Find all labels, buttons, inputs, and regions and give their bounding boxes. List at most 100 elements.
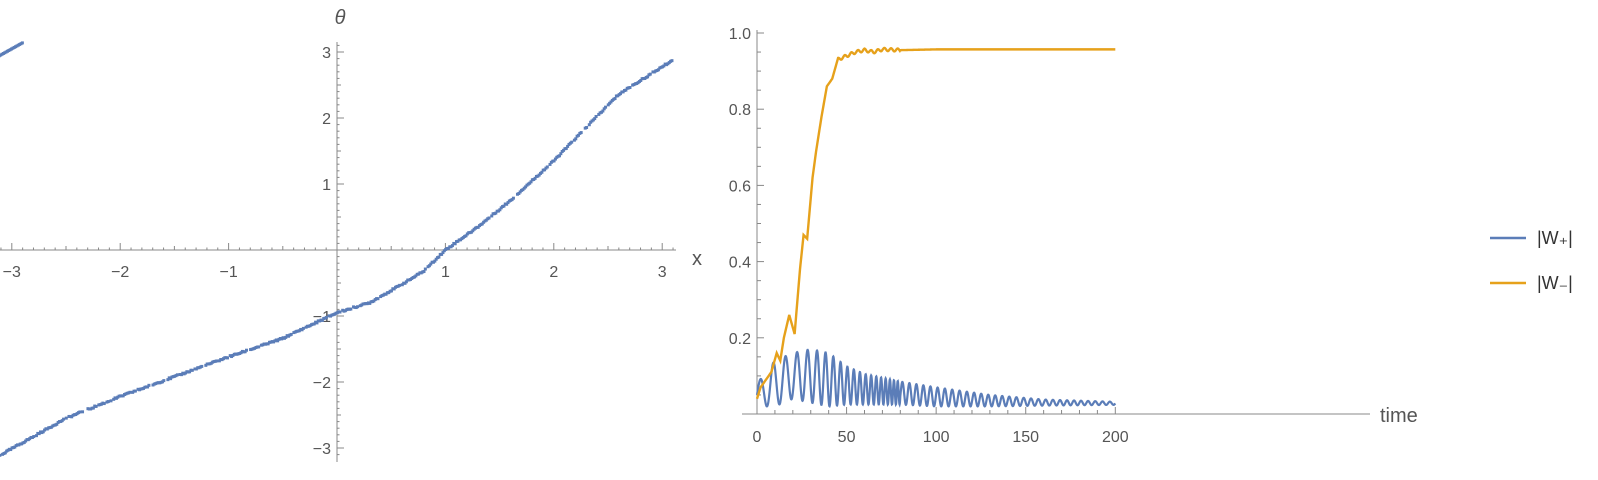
scatter-point — [502, 204, 506, 208]
scatter-point — [613, 97, 617, 101]
scatter-point — [162, 379, 166, 383]
scatter-point — [37, 432, 41, 436]
scatter-point — [506, 201, 510, 205]
scatter-point — [315, 321, 319, 325]
y-tick-label: 0.8 — [729, 102, 751, 119]
scatter-point — [564, 146, 568, 150]
scatter-point — [3, 451, 7, 455]
y-tick-label: 0.2 — [729, 331, 751, 348]
scatter-point — [639, 78, 643, 82]
scatter-point — [368, 301, 372, 305]
scatter-point — [471, 229, 475, 233]
scatter-point — [540, 170, 544, 174]
scatter-point — [543, 168, 547, 172]
legend-label: |W₊| — [1537, 228, 1573, 248]
scatter-point — [94, 404, 98, 408]
scatter-point — [0, 453, 2, 457]
scatter-point — [376, 297, 380, 301]
scatter-point — [389, 289, 393, 293]
scatter-point — [55, 422, 59, 426]
scatter-point — [434, 257, 438, 261]
scatter-point — [518, 190, 522, 194]
scatter-point — [511, 196, 515, 200]
scatter-point — [606, 103, 610, 107]
scatter-point — [646, 75, 650, 79]
scatter-point — [133, 389, 137, 393]
scatter-point — [403, 281, 407, 285]
scatter-point — [147, 383, 151, 387]
scatter-point — [517, 191, 521, 195]
scatter-point — [656, 68, 660, 72]
scatter-point — [70, 415, 74, 419]
scatter-point — [437, 255, 441, 259]
scatter-point — [609, 100, 613, 104]
scatter-point — [553, 157, 557, 161]
scatter-point — [433, 259, 437, 263]
scatter-point — [597, 112, 601, 116]
scatter-point — [476, 225, 480, 229]
scatter-point — [32, 435, 36, 439]
scatter-point — [62, 417, 66, 421]
scatter-point — [524, 185, 528, 189]
scatter-point — [587, 123, 591, 127]
scatter-point — [9, 448, 13, 452]
scatter-point — [453, 242, 457, 246]
scatter-point — [423, 267, 427, 271]
scatter-point — [427, 264, 431, 268]
scatter-point — [670, 59, 674, 63]
y-tick-label: 2 — [322, 111, 331, 128]
scatter-point — [356, 305, 360, 309]
scatter-point — [440, 252, 444, 256]
scatter-point — [662, 64, 666, 68]
scatter-point — [414, 274, 418, 278]
scatter-point — [579, 131, 583, 135]
y-tick-label: −2 — [313, 375, 331, 392]
scatter-point — [338, 310, 342, 314]
scatter-point — [566, 144, 570, 148]
scatter-point — [400, 283, 404, 287]
scatter-point — [244, 348, 248, 352]
scatter-point — [552, 159, 556, 163]
x-tick-label: −2 — [111, 264, 129, 281]
legend-item-w-minus: |W₋| — [1490, 273, 1573, 293]
scatter-point — [106, 400, 110, 404]
legend-item-w-plus: |W₊| — [1490, 228, 1573, 248]
scatter-point — [498, 208, 502, 212]
order-parameter-line-chart: 0 50 100 150 200 0.2 0.4 0.6 0.8 1.0 time — [729, 26, 1418, 446]
scatter-point — [398, 283, 402, 287]
scatter-point — [289, 332, 293, 336]
scatter-point — [585, 126, 589, 130]
scatter-point — [404, 280, 408, 284]
scatter-point — [349, 307, 353, 311]
scatter-point — [392, 287, 396, 291]
scatter-point — [312, 322, 316, 326]
scatter-point — [487, 216, 491, 220]
y-tick-label: 1.0 — [729, 26, 751, 43]
scatter-point — [226, 356, 230, 360]
scatter-point — [422, 270, 426, 274]
scatter-point — [78, 410, 82, 414]
scatter-point — [480, 222, 484, 226]
scatter-point — [320, 318, 324, 322]
scatter-point — [64, 416, 68, 420]
scatter-point — [128, 390, 132, 394]
scatter-point — [301, 326, 305, 330]
y-tick-label: −3 — [313, 441, 331, 458]
scatter-point — [604, 105, 608, 109]
scatter-point — [648, 72, 652, 76]
scatter-point — [20, 41, 24, 45]
scatter-point — [102, 402, 106, 406]
x-axis-label: time — [1380, 405, 1418, 427]
scatter-point — [602, 107, 606, 111]
scatter-point — [529, 180, 533, 184]
scatter-point — [505, 202, 509, 206]
scatter-series — [0, 41, 674, 457]
x-tick-label: 2 — [549, 264, 558, 281]
scatter-point — [570, 140, 574, 144]
scatter-point — [618, 92, 622, 96]
scatter-point — [562, 148, 566, 152]
scatter-point — [166, 378, 170, 382]
legend: |W₊| |W₋| — [1490, 228, 1573, 293]
